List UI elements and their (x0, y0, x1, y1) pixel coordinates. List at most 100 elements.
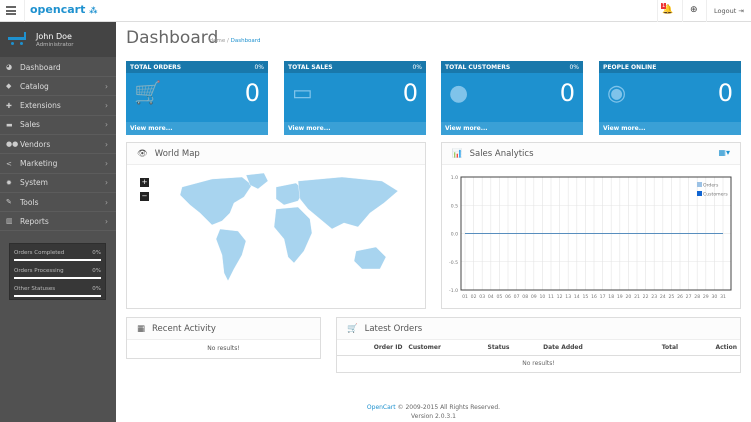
view-more-link[interactable]: View more... (284, 122, 426, 135)
chevron-right-icon: › (105, 159, 108, 168)
cart-icon: 🛒 (347, 323, 358, 334)
stat-other-statuses: Other Statuses 0% (14, 282, 101, 299)
tile-total-orders: TOTAL ORDERS 0% 🛒 0 View more... (126, 61, 268, 135)
menu-toggle-icon[interactable] (6, 6, 16, 15)
sidebar-item-label: Catalog (20, 81, 49, 91)
orders-table: Order ID Customer Status Date Added Tota… (337, 340, 740, 371)
col-customer[interactable]: Customer (405, 340, 444, 356)
legend-label-customers: Customers (703, 192, 728, 198)
gear-icon: ✹ (6, 178, 12, 187)
tile-percent: 0% (254, 64, 264, 71)
cart-icon: 🛒 (134, 81, 162, 106)
tile-percent: 0% (569, 64, 579, 71)
x-tick-label: 21 (634, 294, 640, 300)
order-stats: Orders Completed 0% Orders Processing 0% O… (9, 243, 106, 300)
x-tick-label: 11 (548, 294, 554, 300)
map-africa (273, 206, 313, 264)
calendar-dropdown-icon[interactable]: ▦▾ (718, 148, 730, 157)
eye-icon: 👁 (137, 148, 148, 159)
user-role: Administrator (36, 42, 74, 48)
breadcrumb-dashboard[interactable]: Dashboard (230, 38, 261, 44)
progress-bar (14, 277, 101, 279)
tile-title: TOTAL SALES (288, 64, 333, 71)
chevron-right-icon: › (105, 197, 108, 207)
tile-total-customers: TOTAL CUSTOMERS 0% ● 0 View more... (441, 61, 583, 135)
footer-opencart-link[interactable]: OpenCart (366, 404, 396, 411)
recent-activity-panel: ▦ Recent Activity No results! (126, 317, 321, 359)
x-tick-label: 23 (651, 294, 657, 300)
x-tick-label: 30 (711, 294, 717, 300)
opencart-cart-logo-icon (8, 32, 26, 45)
map-zoom-out-button[interactable]: − (140, 192, 149, 201)
world-map[interactable] (172, 173, 402, 285)
map-north-america (179, 176, 253, 226)
x-tick-label: 07 (514, 294, 520, 300)
view-more-link[interactable]: View more... (599, 122, 741, 135)
user-profile[interactable]: John Doe Administrator (0, 22, 116, 57)
col-date-added[interactable]: Date Added (512, 340, 586, 356)
stat-orders-processing: Orders Processing 0% (14, 264, 101, 281)
progress-bar (14, 259, 101, 261)
stat-orders-completed: Orders Completed 0% (14, 246, 101, 263)
y-tick-label: 1.0 (451, 175, 458, 181)
logout-button[interactable]: Logout ⇥ (714, 7, 744, 15)
sidebar-item-label: Vendors (20, 139, 51, 149)
x-tick-label: 29 (703, 294, 709, 300)
view-more-link[interactable]: View more... (126, 122, 268, 135)
sidebar-item-marketing[interactable]: < Marketing › (0, 155, 116, 174)
tile-percent: 0% (412, 64, 422, 71)
legend-swatch-customers (697, 191, 702, 196)
sidebar-item-vendors[interactable]: ●● Vendors › (0, 135, 116, 155)
col-action[interactable]: Action (681, 340, 740, 356)
opencart-logo[interactable]: opencart ⁂ (30, 3, 98, 16)
breadcrumb-home[interactable]: Home (209, 38, 226, 44)
col-order-id[interactable]: Order ID (337, 340, 406, 356)
col-status[interactable]: Status (443, 340, 513, 356)
view-more-link[interactable]: View more... (441, 122, 583, 135)
tile-header: PEOPLE ONLINE (599, 61, 741, 73)
puzzle-icon: ✚ (6, 101, 12, 110)
x-tick-label: 13 (565, 294, 571, 300)
sidebar-item-label: Dashboard (20, 62, 61, 72)
y-tick-label: -0.5 (449, 260, 458, 266)
map-zoom-in-button[interactable]: + (140, 178, 149, 187)
stat-label: Orders Completed (14, 250, 65, 256)
sidebar-item-dashboard[interactable]: ◕ Dashboard (0, 58, 116, 77)
sidebar-item-tools[interactable]: ✎ Tools › (0, 193, 116, 213)
credit-card-icon: ▭ (292, 81, 313, 106)
latest-orders-panel: 🛒 Latest Orders Order ID Customer Status … (336, 317, 741, 373)
user-icon: ● (449, 81, 469, 106)
help-icon[interactable]: ⊕ (690, 5, 698, 15)
sidebar-item-label: System (20, 178, 48, 188)
sidebar-item-extensions[interactable]: ✚ Extensions › (0, 97, 116, 116)
x-tick-label: 09 (531, 294, 537, 300)
x-tick-label: 26 (677, 294, 683, 300)
wrench-icon: ✎ (6, 198, 12, 207)
x-tick-label: 10 (539, 294, 545, 300)
col-total[interactable]: Total (585, 340, 682, 356)
chevron-right-icon: › (105, 178, 108, 188)
tile-header: TOTAL CUSTOMERS 0% (441, 61, 583, 73)
sidebar-item-catalog[interactable]: ◆ Catalog › (0, 77, 116, 97)
x-tick-label: 12 (557, 294, 563, 300)
stat-label: Orders Processing (14, 268, 64, 274)
sidebar-item-label: Extensions (20, 101, 61, 111)
sidebar-item-reports[interactable]: ▥ Reports › (0, 212, 116, 232)
sidebar-item-system[interactable]: ✹ System › (0, 174, 116, 193)
notification-badge: 1 (661, 3, 667, 9)
notifications-button[interactable]: 🔔 1 (661, 3, 674, 15)
x-tick-label: 17 (600, 294, 606, 300)
x-tick-label: 27 (686, 294, 692, 300)
x-tick-label: 03 (479, 294, 485, 300)
x-tick-label: 02 (471, 294, 477, 300)
top-header: opencart ⁂ 🔔 1 ⊕ Logout ⇥ (0, 0, 751, 22)
breadcrumb-separator: / (227, 38, 229, 44)
legend-swatch-orders (697, 182, 702, 187)
sidebar-item-label: Sales (20, 120, 40, 130)
table-header-row: Order ID Customer Status Date Added Tota… (337, 340, 740, 356)
chevron-right-icon: › (105, 81, 108, 91)
x-tick-label: 14 (574, 294, 580, 300)
share-icon: < (6, 159, 12, 168)
footer: OpenCart © 2009-2015 All Rights Reserved… (126, 403, 741, 421)
sidebar-item-sales[interactable]: ▬ Sales › (0, 116, 116, 135)
